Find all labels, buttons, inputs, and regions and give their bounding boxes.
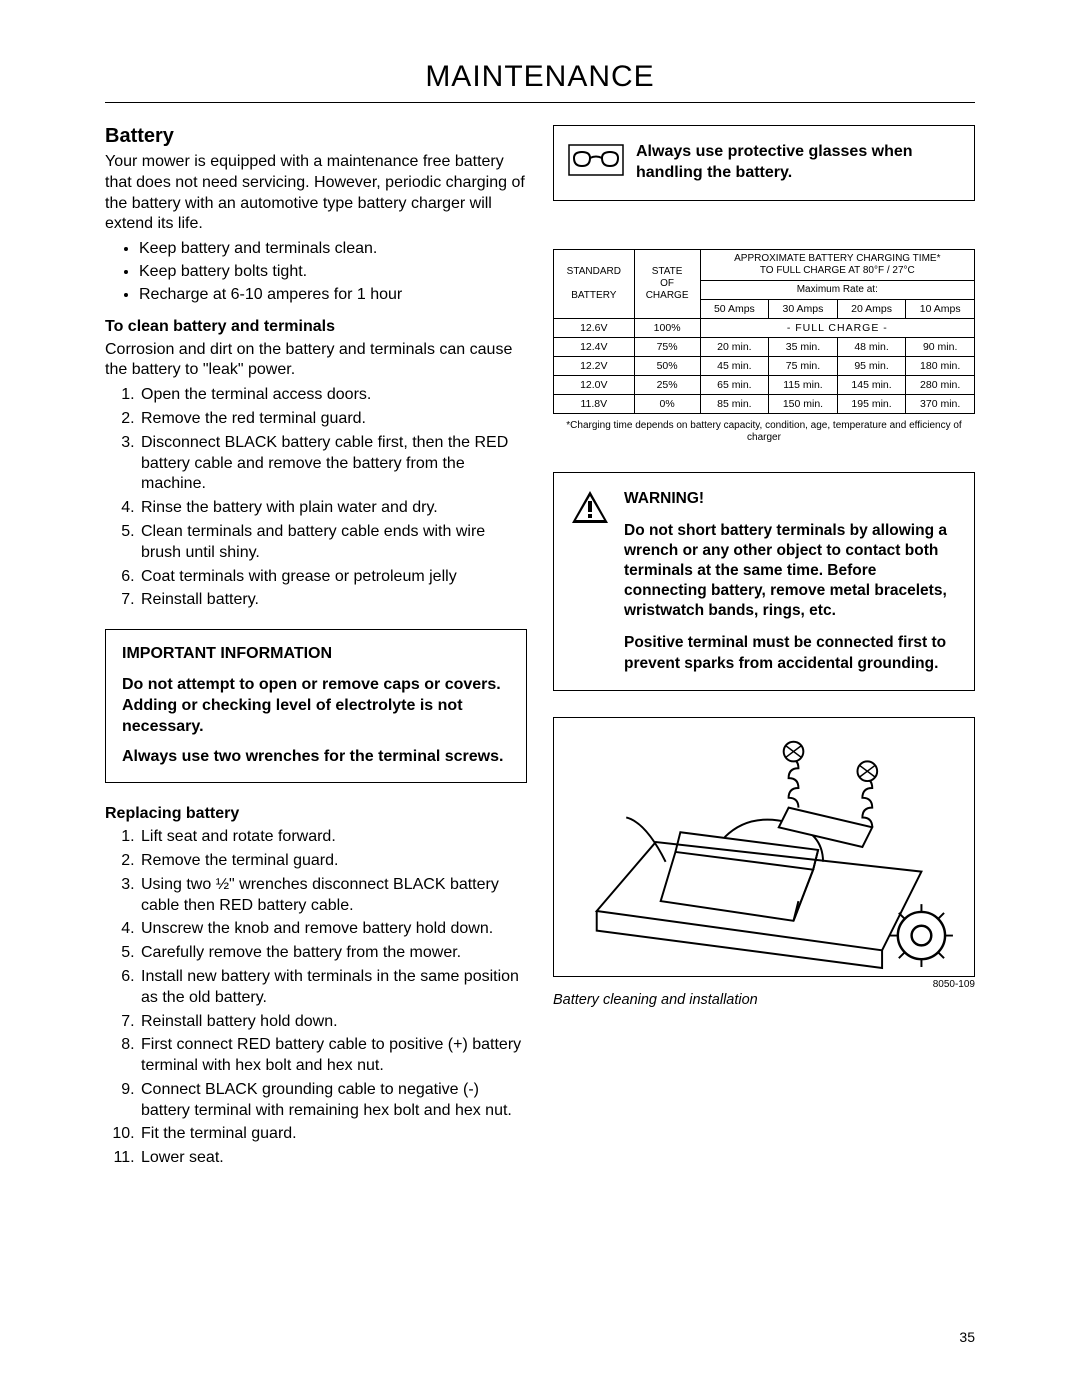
col-standard-battery: STANDARD BATTERY [554, 249, 635, 318]
amp-header: 30 Amps [769, 299, 838, 318]
bullet-item: Keep battery and terminals clean. [139, 239, 527, 260]
list-item: Install new battery with terminals in th… [139, 967, 527, 1009]
bullet-item: Recharge at 6-10 amperes for 1 hour [139, 285, 527, 306]
info-p1: Do not attempt to open or remove caps or… [122, 675, 510, 737]
left-column: Battery Your mower is equipped with a ma… [105, 125, 527, 1181]
table-row: 12.6V 100% - FULL CHARGE - [554, 318, 975, 337]
table-row: 12.4V 75% 20 min. 35 min. 48 min. 90 min… [554, 337, 975, 356]
amp-header: 50 Amps [700, 299, 769, 318]
info-p2: Always use two wrenches for the terminal… [122, 747, 510, 768]
battery-diagram [553, 717, 975, 977]
diagram-reference: 8050-109 [553, 979, 975, 990]
charging-table: STANDARD BATTERY STATE OF CHARGE APPROXI… [553, 249, 975, 414]
battery-heading: Battery [105, 125, 527, 148]
list-item: Disconnect BLACK battery cable first, th… [139, 433, 527, 495]
clean-steps: Open the terminal access doors. Remove t… [105, 385, 527, 611]
list-item: Remove the terminal guard. [139, 851, 527, 872]
battery-bullets: Keep battery and terminals clean. Keep b… [105, 239, 527, 305]
list-item: Lower seat. [139, 1148, 527, 1169]
warning-text: WARNING! Do not short battery terminals … [624, 489, 958, 674]
page-number: 35 [959, 1329, 975, 1345]
list-item: Clean terminals and battery cable ends w… [139, 522, 527, 564]
col-approx-time: APPROXIMATE BATTERY CHARGING TIME* TO FU… [700, 249, 974, 280]
list-item: Unscrew the knob and remove battery hold… [139, 919, 527, 940]
warning-p1: Do not short battery terminals by allowi… [624, 521, 958, 622]
bullet-item: Keep battery bolts tight. [139, 262, 527, 283]
clean-heading: To clean battery and terminals [105, 318, 527, 336]
right-column: Always use protective glasses when handl… [553, 125, 975, 1181]
list-item: First connect RED battery cable to posit… [139, 1035, 527, 1077]
amp-header: 20 Amps [837, 299, 906, 318]
warning-title: WARNING! [624, 489, 958, 509]
glasses-safety-box: Always use protective glasses when handl… [553, 125, 975, 201]
list-item: Carefully remove the battery from the mo… [139, 943, 527, 964]
warning-icon [570, 489, 610, 674]
diagram-caption: Battery cleaning and installation [553, 992, 975, 1008]
amp-header: 10 Amps [906, 299, 975, 318]
title-rule [105, 102, 975, 103]
glasses-text: Always use protective glasses when handl… [636, 142, 960, 184]
important-info-box: IMPORTANT INFORMATION Do not attempt to … [105, 629, 527, 783]
replace-steps: Lift seat and rotate forward. Remove the… [105, 827, 527, 1169]
col-max-rate: Maximum Rate at: [700, 280, 974, 299]
list-item: Reinstall battery. [139, 590, 527, 611]
col-state-of-charge: STATE OF CHARGE [634, 249, 700, 318]
list-item: Remove the red terminal guard. [139, 409, 527, 430]
content-columns: Battery Your mower is equipped with a ma… [105, 125, 975, 1181]
list-item: Reinstall battery hold down. [139, 1012, 527, 1033]
list-item: Open the terminal access doors. [139, 385, 527, 406]
table-row: 11.8V 0% 85 min. 150 min. 195 min. 370 m… [554, 394, 975, 413]
list-item: Connect BLACK grounding cable to negativ… [139, 1080, 527, 1122]
list-item: Fit the terminal guard. [139, 1124, 527, 1145]
list-item: Rinse the battery with plain water and d… [139, 498, 527, 519]
warning-p2: Positive terminal must be connected firs… [624, 633, 958, 673]
glasses-icon [568, 144, 624, 181]
list-item: Coat terminals with grease or petroleum … [139, 567, 527, 588]
warning-box: WARNING! Do not short battery terminals … [553, 472, 975, 691]
table-footnote: *Charging time depends on battery capaci… [553, 420, 975, 444]
list-item: Lift seat and rotate forward. [139, 827, 527, 848]
info-title: IMPORTANT INFORMATION [122, 644, 510, 665]
clean-intro: Corrosion and dirt on the battery and te… [105, 340, 527, 382]
list-item: Using two ½" wrenches disconnect BLACK b… [139, 875, 527, 917]
replace-heading: Replacing battery [105, 805, 527, 823]
battery-intro: Your mower is equipped with a maintenanc… [105, 152, 527, 235]
page-title: MAINTENANCE [105, 60, 975, 94]
table-row: 12.2V 50% 45 min. 75 min. 95 min. 180 mi… [554, 356, 975, 375]
table-row: 12.0V 25% 65 min. 115 min. 145 min. 280 … [554, 375, 975, 394]
